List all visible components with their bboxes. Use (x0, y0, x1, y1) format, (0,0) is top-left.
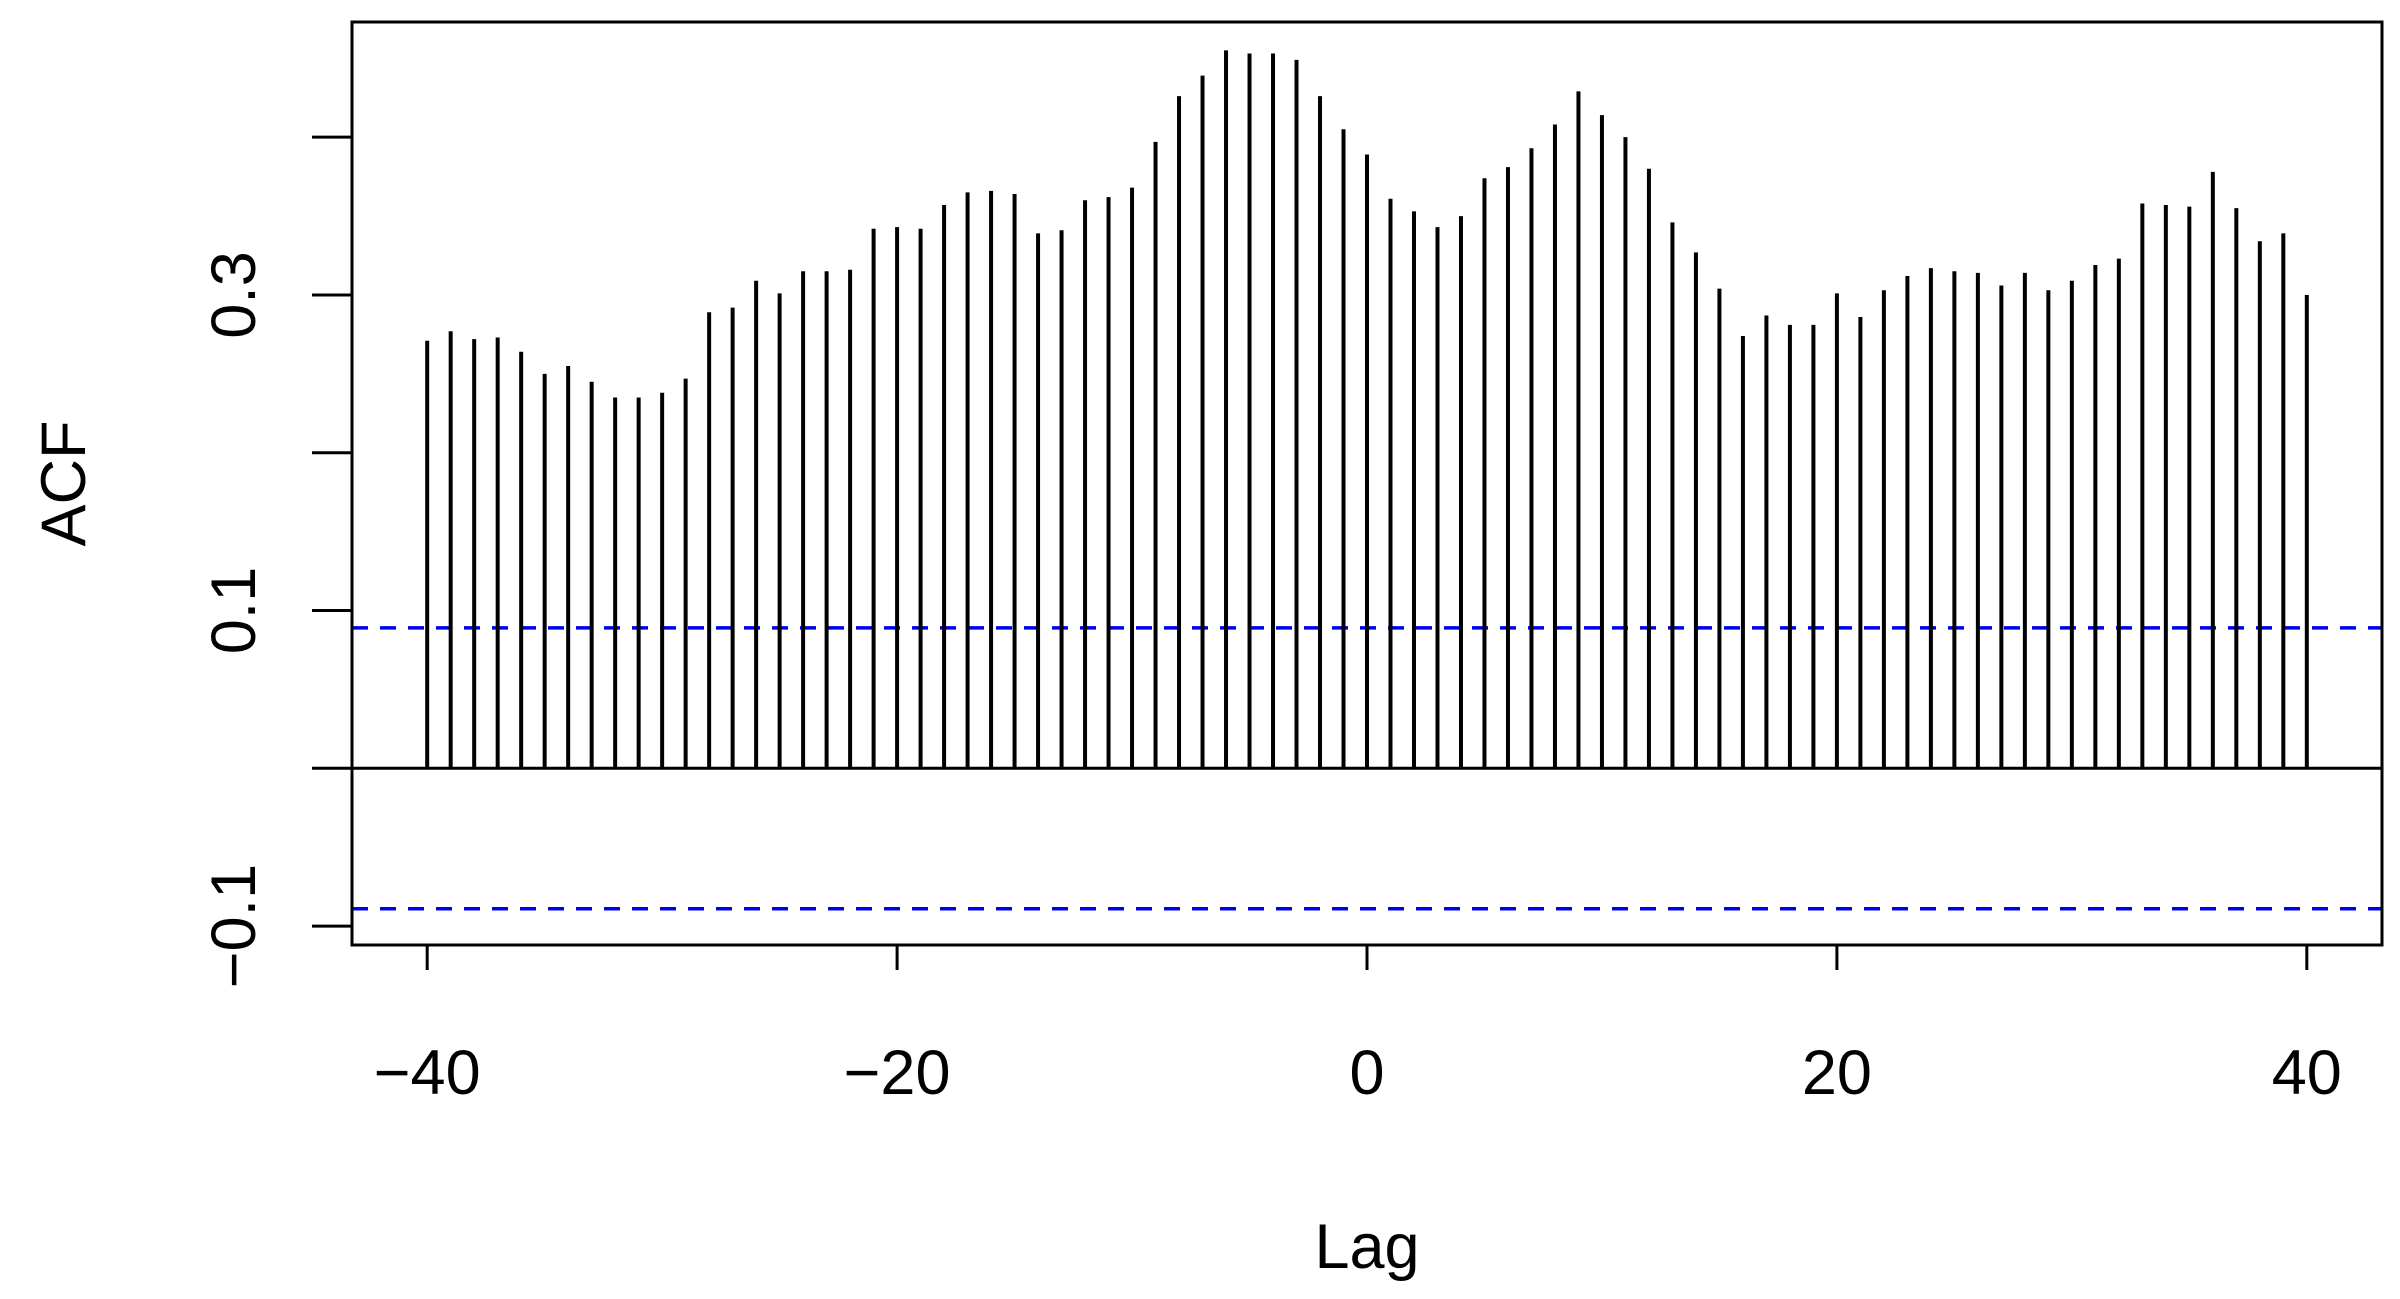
y-axis-label: ACF (29, 421, 99, 547)
x-tick-label: −20 (844, 1038, 951, 1108)
x-tick-label: 40 (2272, 1038, 2342, 1108)
x-tick-label: 20 (1802, 1038, 1872, 1108)
x-axis-label: Lag (1314, 1212, 1419, 1282)
x-tick-label: 0 (1349, 1038, 1384, 1108)
acf-bars (425, 50, 2309, 769)
x-tick-label: −40 (374, 1038, 481, 1108)
y-tick-label: −0.1 (199, 864, 269, 988)
plot-frame (350, 20, 2384, 947)
x-axis-ticks: −40 −20 0 20 40 (374, 943, 2342, 1108)
y-tick-label: 0.1 (199, 567, 269, 655)
y-axis-ticks: −0.1 0.1 0.3 (199, 135, 354, 988)
y-tick-label: 0.3 (199, 251, 269, 339)
